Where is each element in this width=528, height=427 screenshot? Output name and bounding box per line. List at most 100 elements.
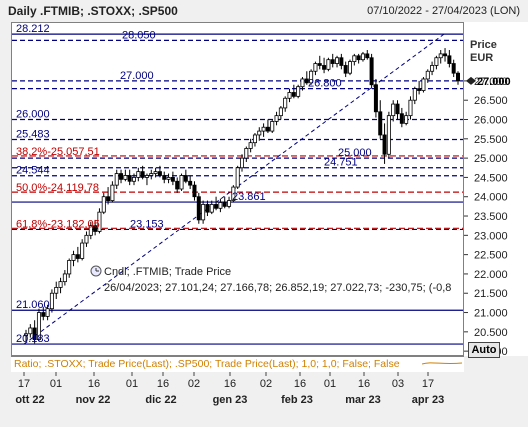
candle-body — [270, 121, 275, 132]
candle-body — [283, 97, 288, 109]
candle — [365, 50, 370, 60]
candle — [188, 175, 193, 189]
x-tick-label: 02 — [188, 378, 200, 390]
candle-body — [45, 308, 50, 317]
candle-body — [451, 63, 456, 74]
candle — [196, 192, 201, 224]
level-label: 23.861 — [232, 191, 266, 203]
candle — [326, 57, 331, 72]
level-label: 26.000 — [16, 109, 50, 121]
candle-body — [214, 204, 219, 209]
price-chart-svg[interactable]: 28.212 28.050 27.000 26.800 26.000 25.483 25.0… — [12, 23, 463, 355]
candle — [71, 250, 76, 267]
date-axis-svg: 17 01 16 01 16 02 16 02 16 01 16 03 17 ott 22 nov 22 di… — [15, 372, 444, 406]
candle-body — [322, 65, 327, 70]
candle — [313, 61, 318, 76]
candle — [218, 198, 223, 213]
candle — [183, 169, 188, 184]
x-tick-label: 16 — [224, 378, 236, 390]
date-range: 07/10/2022 - 27/04/2023 (LON) — [367, 5, 520, 17]
candle — [205, 200, 210, 217]
candle-body — [36, 312, 41, 340]
candle — [382, 123, 387, 164]
x-month-label: feb 23 — [281, 394, 313, 406]
level-label: 21.060 — [16, 299, 50, 311]
candle-body — [455, 72, 460, 82]
candle-body — [248, 142, 253, 149]
candle — [45, 304, 50, 321]
candle-body — [239, 157, 244, 169]
candle-body — [32, 327, 37, 340]
candle — [451, 59, 456, 78]
x-tick-label: 17 — [18, 378, 30, 390]
candle-body — [339, 57, 344, 66]
candle-body — [408, 99, 413, 117]
candle — [93, 219, 98, 236]
candle-body — [119, 173, 124, 180]
candle-body — [369, 57, 374, 86]
candle — [252, 133, 257, 147]
plot-area[interactable]: 28.212 28.050 27.000 26.800 26.000 25.483 25.0… — [11, 22, 464, 356]
y-tick-label: 22.000 — [474, 269, 508, 281]
candle-body — [343, 65, 348, 74]
candle — [235, 165, 240, 189]
candle — [412, 86, 417, 105]
candle-body — [162, 175, 167, 180]
candle-body — [261, 126, 266, 132]
candle-body — [71, 254, 76, 261]
candle — [369, 53, 374, 89]
info-values: 26/04/2023; 27.101,24; 27.166,78; 26.852… — [104, 282, 451, 294]
candle-body — [127, 175, 132, 182]
x-tick-label: 17 — [422, 378, 434, 390]
candle — [201, 200, 206, 224]
axis-title: Price — [470, 39, 497, 51]
y-tick-label: 23.000 — [474, 230, 508, 242]
candle — [132, 173, 137, 186]
candle-body — [447, 55, 452, 64]
level-label: 24.544 — [16, 165, 50, 177]
candle — [32, 320, 37, 344]
candle-body — [326, 59, 331, 70]
y-tick-label: 25.000 — [474, 153, 508, 165]
x-tick-label: 01 — [126, 378, 138, 390]
candle-body — [244, 148, 249, 159]
y-tick-label: 21.500 — [474, 288, 508, 300]
candle-body — [54, 287, 59, 294]
y-tick-label: 23.500 — [474, 211, 508, 223]
candle-body — [360, 53, 365, 61]
candle — [248, 138, 253, 153]
date-axis[interactable]: 17 01 16 01 16 02 16 02 16 01 16 03 17 ott 22 nov 22 di… — [11, 372, 464, 422]
info-title: Cndl; .FTMIB; Trade Price — [104, 266, 231, 278]
candle-body — [274, 115, 279, 122]
price-axis[interactable]: Price EUR 20.00020.50021.00021.50022.000… — [464, 22, 528, 358]
candle-body — [93, 225, 98, 232]
candle — [144, 173, 149, 186]
candle-body — [395, 103, 400, 115]
fib-label: 61,8%-23.182,05 — [16, 218, 100, 230]
candle-body — [399, 113, 404, 124]
axis-currency: EUR — [470, 52, 493, 64]
candle — [404, 111, 409, 126]
candle-body — [365, 53, 370, 59]
auto-scale-button[interactable]: Auto — [468, 342, 500, 358]
y-tick-label: 24.000 — [474, 192, 508, 204]
candle — [170, 171, 175, 186]
candle-body — [218, 202, 223, 209]
candle — [287, 88, 292, 103]
series-swatch — [422, 362, 462, 365]
candle-body — [421, 78, 426, 91]
fib-label: 38,2%-25.057,51 — [16, 146, 100, 158]
candle — [67, 258, 72, 278]
level-label: 24.751 — [324, 157, 358, 169]
candle-body — [265, 126, 270, 132]
candle — [283, 96, 288, 112]
candle — [455, 71, 460, 85]
candle — [153, 167, 158, 178]
candle-body — [291, 92, 296, 97]
candle — [317, 55, 322, 70]
overlay-status-bar[interactable]: Ratio; .STOXX; Trade Price(Last); .SP500… — [11, 356, 464, 373]
candle — [227, 196, 232, 209]
x-tick-label: 16 — [157, 378, 169, 390]
candle — [399, 107, 404, 128]
candle-body — [153, 171, 158, 174]
